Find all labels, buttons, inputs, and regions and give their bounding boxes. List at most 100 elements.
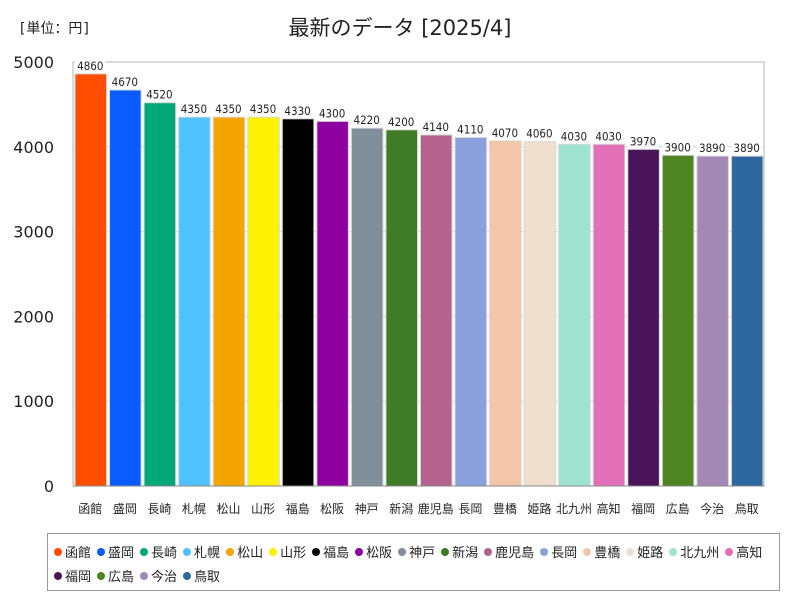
legend-label: 鹿児島 [495, 546, 535, 561]
x-tick-label: 福岡 [631, 501, 655, 516]
legend-label: 新潟 [452, 546, 479, 561]
legend-label: 福島 [323, 546, 350, 561]
legend-label: 広島 [108, 570, 135, 585]
legend-marker [183, 547, 192, 556]
x-tick-label: 鳥取 [735, 501, 759, 516]
x-tick-label: 山形 [251, 502, 275, 516]
chart-title: 最新のデータ [2025/4] [288, 16, 512, 40]
data-label-bg [455, 122, 486, 137]
data-label-bg [351, 113, 382, 128]
data-label: 4350 [181, 102, 207, 116]
data-label: 4030 [561, 129, 587, 143]
legend-label: 今治 [151, 570, 178, 585]
legend-item: 函館 [54, 542, 91, 561]
data-label: 4030 [595, 129, 621, 143]
data-label: 4350 [250, 102, 276, 116]
data-label: 4140 [423, 120, 449, 134]
bar [74, 73, 108, 487]
x-tick-label: 札幌 [182, 501, 206, 516]
x-tick-label: 函館 [78, 501, 102, 516]
bar [212, 116, 246, 487]
bar [109, 89, 142, 487]
x-tick-label: 高知 [597, 501, 621, 516]
data-label: 4670 [112, 75, 138, 89]
x-tick-label: 松阪 [320, 502, 344, 516]
bar-chart: 0 1000 2000 3000 4000 5000 4860 函館 4670 盛岡 4520 長崎 4… [13, 53, 765, 516]
bar [661, 154, 695, 487]
legend-label: 長崎 [151, 546, 178, 561]
legend-item: 長崎 [140, 542, 177, 561]
legend-item: 福岡 [54, 566, 91, 585]
data-label: 4220 [354, 113, 380, 127]
data-label-bg [248, 102, 279, 117]
y-tick-label: 5000 [13, 53, 54, 72]
data-label-bg [628, 134, 659, 149]
data-label-bg [317, 106, 348, 121]
legend-item: 広島 [97, 566, 134, 585]
x-tick-label: 今治 [700, 501, 724, 516]
x-tick-label: 北九州 [556, 502, 592, 516]
legend-marker [312, 547, 321, 556]
x-tick-label: 福島 [286, 501, 310, 516]
y-tick-label: 1000 [13, 392, 54, 411]
legend-marker [226, 547, 235, 556]
legend-label: 姫路 [637, 546, 664, 561]
legend-marker [140, 571, 149, 580]
data-label-bg [282, 103, 313, 118]
legend-item: 今治 [140, 566, 177, 585]
data-label: 4330 [284, 104, 310, 118]
legend-label: 長岡 [551, 546, 578, 561]
legend-label: 北九州 [680, 546, 720, 561]
y-tick-label: 0 [44, 477, 54, 496]
x-tick-label: 鹿児島 [418, 501, 454, 516]
legend-marker [540, 547, 549, 556]
data-label: 4200 [388, 115, 414, 129]
bar [143, 102, 177, 487]
legend-marker [183, 571, 192, 580]
data-label-bg [75, 58, 106, 73]
bar [281, 118, 315, 487]
legend-marker [725, 547, 734, 556]
bar [247, 116, 280, 487]
data-label: 4300 [319, 106, 345, 120]
legend-label: 松山 [237, 546, 264, 561]
unit-label: [単位：円] [18, 21, 91, 37]
legend-label: 松阪 [366, 546, 393, 561]
data-label: 4070 [492, 126, 518, 140]
legend-item: 高知 [725, 542, 762, 561]
data-label-bg [593, 129, 624, 144]
legend-item: 新潟 [441, 542, 478, 561]
legend-marker [269, 547, 278, 556]
bar [730, 155, 764, 487]
legend-label: 盛岡 [108, 546, 135, 561]
legend-item: 松阪 [355, 542, 392, 561]
data-label: 3890 [734, 141, 760, 155]
data-label: 3890 [699, 141, 725, 155]
data-label: 4860 [77, 59, 103, 73]
legend-item: 山形 [269, 542, 306, 561]
data-label-bg [662, 140, 693, 155]
data-label-bg [213, 102, 244, 117]
legend-marker [355, 547, 364, 556]
legend-marker [140, 547, 149, 556]
bar [558, 143, 591, 487]
bar [316, 120, 349, 487]
legend-label: 高知 [736, 546, 763, 561]
legend-marker [583, 547, 592, 556]
legend-item: 福島 [312, 542, 349, 561]
legend-label: 鳥取 [194, 570, 221, 585]
legend-item: 盛岡 [97, 542, 134, 561]
legend-item: 姫路 [626, 542, 663, 561]
legend-label: 豊橋 [594, 546, 621, 561]
data-label-bg [524, 126, 555, 141]
legend-item: 松山 [226, 542, 263, 561]
legend-item: 北九州 [669, 542, 719, 561]
bar [350, 127, 384, 487]
legend-marker [54, 571, 62, 580]
legend-label: 札幌 [194, 546, 221, 561]
data-label-bg [731, 141, 762, 156]
legend-item: 豊橋 [583, 542, 620, 561]
legend-item: 札幌 [183, 542, 220, 561]
x-tick-label: 長崎 [147, 502, 171, 516]
legend-label: 函館 [65, 546, 92, 561]
